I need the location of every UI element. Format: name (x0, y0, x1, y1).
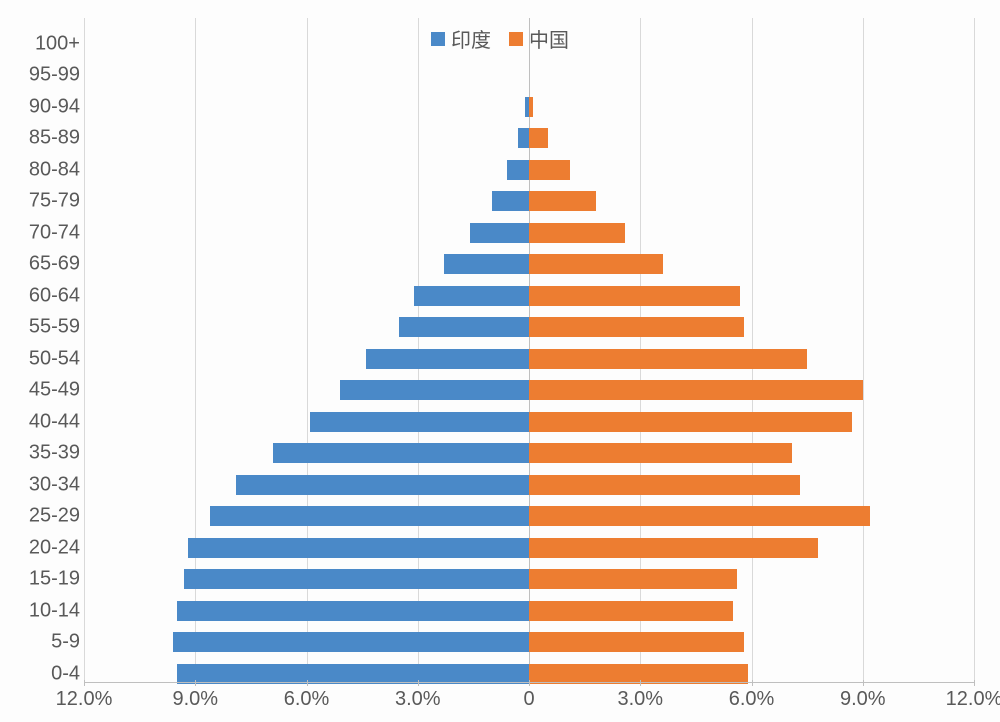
bar-row (84, 65, 974, 85)
x-tick (640, 680, 641, 686)
x-tick (752, 680, 753, 686)
x-tick-label: 3.0% (617, 688, 663, 711)
y-tick-label: 25-29 (10, 505, 80, 528)
y-tick-label: 85-89 (10, 127, 80, 150)
y-tick-label: 100+ (10, 32, 80, 55)
y-tick-label: 45-49 (10, 379, 80, 402)
bar-row (84, 412, 974, 432)
bar-india (273, 443, 529, 463)
bar-row (84, 191, 974, 211)
y-tick-label: 30-34 (10, 473, 80, 496)
bar-india (177, 601, 529, 621)
bar-india (236, 475, 529, 495)
y-tick-label: 35-39 (10, 442, 80, 465)
bar-china (529, 569, 737, 589)
y-tick-label: 20-24 (10, 536, 80, 559)
y-tick-label: 90-94 (10, 95, 80, 118)
bar-china (529, 160, 570, 180)
grid-line (974, 18, 975, 680)
bar-row (84, 632, 974, 652)
bar-india (444, 254, 529, 274)
bar-china (529, 286, 740, 306)
x-tick (418, 680, 419, 686)
y-tick-label: 55-59 (10, 316, 80, 339)
bar-india (340, 380, 529, 400)
x-tick (195, 680, 196, 686)
y-tick-label: 0-4 (10, 662, 80, 685)
bar-india (518, 128, 529, 148)
y-tick-label: 75-79 (10, 190, 80, 213)
x-tick (529, 680, 530, 686)
y-tick-label: 10-14 (10, 599, 80, 622)
x-tick-label: 0 (523, 688, 534, 711)
x-tick-label: 12.0% (56, 688, 113, 711)
bar-india (173, 632, 529, 652)
bar-row (84, 538, 974, 558)
bar-row (84, 317, 974, 337)
bar-row (84, 349, 974, 369)
y-tick-label: 5-9 (10, 631, 80, 654)
bar-china (529, 317, 744, 337)
bar-row (84, 506, 974, 526)
bar-china (529, 443, 792, 463)
y-tick-label: 95-99 (10, 64, 80, 87)
bar-china (529, 632, 744, 652)
y-tick-label: 50-54 (10, 347, 80, 370)
x-tick-label: 6.0% (284, 688, 330, 711)
bar-row (84, 97, 974, 117)
bar-china (529, 223, 625, 243)
bar-india (210, 506, 529, 526)
x-tick (974, 680, 975, 686)
x-tick (84, 680, 85, 686)
y-tick-label: 65-69 (10, 253, 80, 276)
bar-china (529, 475, 800, 495)
bar-china (529, 412, 852, 432)
bar-india (470, 223, 529, 243)
bar-china (529, 97, 533, 117)
bar-row (84, 223, 974, 243)
bar-row (84, 601, 974, 621)
bar-row (84, 254, 974, 274)
bar-china (529, 254, 663, 274)
y-tick-label: 40-44 (10, 410, 80, 433)
bar-row (84, 380, 974, 400)
bar-india (310, 412, 529, 432)
bar-india (366, 349, 529, 369)
bar-china (529, 380, 863, 400)
bar-china (529, 349, 807, 369)
x-tick (307, 680, 308, 686)
bar-china (529, 506, 870, 526)
population-pyramid-chart: 印度 中国 12.0%9.0%6.0%3.0%03.0%6.0%9.0%12.0… (0, 0, 1000, 722)
bar-china (529, 664, 748, 684)
bar-row (84, 475, 974, 495)
x-tick-label: 12.0% (946, 688, 1000, 711)
bar-row (84, 443, 974, 463)
bar-india (188, 538, 529, 558)
y-tick-label: 70-74 (10, 221, 80, 244)
y-tick-label: 15-19 (10, 568, 80, 591)
bar-row (84, 569, 974, 589)
bar-china (529, 601, 733, 621)
y-tick-label: 80-84 (10, 158, 80, 181)
bar-china (529, 538, 818, 558)
bar-row (84, 286, 974, 306)
bar-row (84, 34, 974, 54)
x-tick-label: 9.0% (840, 688, 886, 711)
bar-india (399, 317, 529, 337)
bar-row (84, 128, 974, 148)
bar-india (177, 664, 529, 684)
bar-india (507, 160, 529, 180)
bar-row (84, 160, 974, 180)
bar-china (529, 191, 596, 211)
bar-india (184, 569, 529, 589)
bar-china (529, 128, 548, 148)
bar-india (492, 191, 529, 211)
x-tick-label: 9.0% (172, 688, 218, 711)
x-tick (863, 680, 864, 686)
x-tick-label: 6.0% (729, 688, 775, 711)
y-tick-label: 60-64 (10, 284, 80, 307)
bar-india (414, 286, 529, 306)
x-tick-label: 3.0% (395, 688, 441, 711)
plot-area (84, 18, 974, 680)
